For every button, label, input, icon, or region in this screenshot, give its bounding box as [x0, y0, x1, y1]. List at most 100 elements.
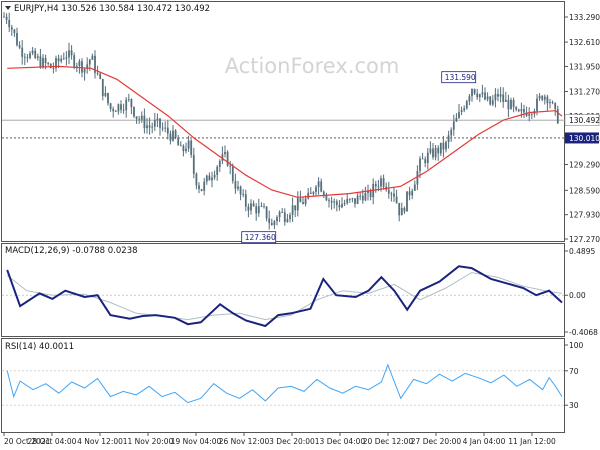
candle-body — [255, 206, 258, 214]
candle-body — [185, 148, 187, 152]
candle-body — [486, 96, 489, 100]
time-tick-label: 13 Dec 04:00 — [315, 437, 366, 446]
candle-body — [156, 118, 159, 121]
candle-body — [31, 50, 34, 54]
candle-body — [211, 177, 213, 181]
candle-body — [538, 95, 541, 99]
candle-body — [260, 205, 263, 207]
dropdown-icon[interactable] — [5, 6, 11, 10]
candle-body — [387, 189, 390, 194]
candle-body — [296, 198, 299, 211]
time-tick-label: 3 Dec 20:00 — [269, 437, 315, 446]
candle-body — [494, 93, 497, 101]
candle-body — [55, 58, 57, 69]
candle-body — [120, 104, 122, 110]
candle-body — [554, 102, 557, 110]
candle-body — [369, 191, 372, 198]
candle-body — [8, 19, 11, 28]
current-price-label: 130.492 — [569, 116, 600, 125]
candle-body — [276, 217, 278, 222]
support-level-tag — [565, 132, 599, 144]
watermark: ActionForex.com — [225, 54, 400, 78]
candle-body — [70, 50, 73, 56]
candle-body — [190, 140, 193, 155]
candle-body — [536, 98, 538, 112]
candle-body — [543, 96, 546, 100]
candle-body — [18, 45, 21, 48]
candle-body — [455, 117, 458, 122]
candle-body — [416, 170, 419, 185]
candle-body — [517, 109, 520, 112]
candle-body — [286, 218, 289, 223]
candle-body — [458, 112, 460, 118]
candle-body — [117, 104, 120, 112]
candle-body — [377, 186, 380, 188]
candle-body — [426, 152, 429, 164]
candle-body — [252, 203, 255, 207]
candle-body — [135, 116, 138, 120]
candle-body — [299, 198, 302, 203]
candle-body — [169, 133, 172, 141]
candle-body — [205, 175, 208, 182]
candle-body — [195, 173, 198, 186]
candle-body — [328, 200, 330, 202]
candle-body — [247, 206, 250, 211]
candle-body — [34, 50, 37, 58]
candle-body — [192, 154, 195, 174]
candle-body — [348, 198, 351, 200]
candle-body — [309, 192, 312, 194]
candle-body — [364, 192, 367, 201]
price-candles — [3, 12, 559, 230]
candle-body — [512, 99, 515, 107]
rsi-header: RSI(14) 40.0011 — [5, 342, 74, 352]
candle-body — [530, 113, 533, 115]
macd-y-axis: 0.4895 0.00 -0.4068 — [565, 247, 598, 337]
time-tick-label: 4 Nov 12:00 — [77, 437, 123, 446]
candle-body — [556, 109, 559, 124]
candle-body — [250, 203, 252, 211]
candle-body — [182, 145, 185, 152]
candle-body — [546, 96, 549, 104]
candle-body — [502, 94, 505, 102]
candle-body — [122, 109, 125, 111]
candle-body — [125, 99, 128, 111]
candle-body — [419, 158, 421, 171]
price-tick-label: 128.590 — [569, 186, 600, 195]
candle-body — [289, 214, 291, 219]
price-reference-lines — [2, 119, 565, 139]
candle-body — [234, 181, 237, 189]
candle-body — [81, 61, 83, 73]
candle-body — [75, 65, 78, 67]
candle-body — [429, 148, 432, 153]
candle-body — [411, 190, 414, 196]
candle-body — [408, 191, 411, 196]
candle-body — [161, 127, 164, 129]
candle-body — [312, 192, 315, 194]
macd-tick-label: -0.4068 — [569, 328, 598, 337]
candle-body — [382, 178, 385, 187]
candle-body — [489, 96, 492, 105]
candle-body — [148, 125, 151, 128]
price-tick-label: 131.950 — [569, 62, 600, 71]
candle-body — [172, 130, 174, 141]
candle-body — [237, 186, 239, 189]
candle-body — [57, 58, 60, 62]
candle-body — [112, 108, 115, 112]
candle-body — [424, 159, 427, 164]
candle-body — [164, 127, 167, 129]
candle-body — [216, 166, 219, 175]
time-tick-label: 28 Oct 04:00 — [28, 437, 77, 446]
candle-body — [549, 102, 551, 104]
candle-body — [346, 198, 349, 204]
candle-body — [257, 206, 260, 214]
candle-body — [380, 178, 382, 187]
candle-body — [229, 165, 232, 167]
candle-body — [343, 203, 346, 205]
candle-body — [88, 59, 91, 65]
candle-body — [39, 56, 42, 67]
candle-body — [265, 206, 268, 219]
candle-body — [359, 195, 362, 197]
macd-tick-label: 0.00 — [569, 291, 586, 300]
candle-body — [452, 121, 455, 130]
